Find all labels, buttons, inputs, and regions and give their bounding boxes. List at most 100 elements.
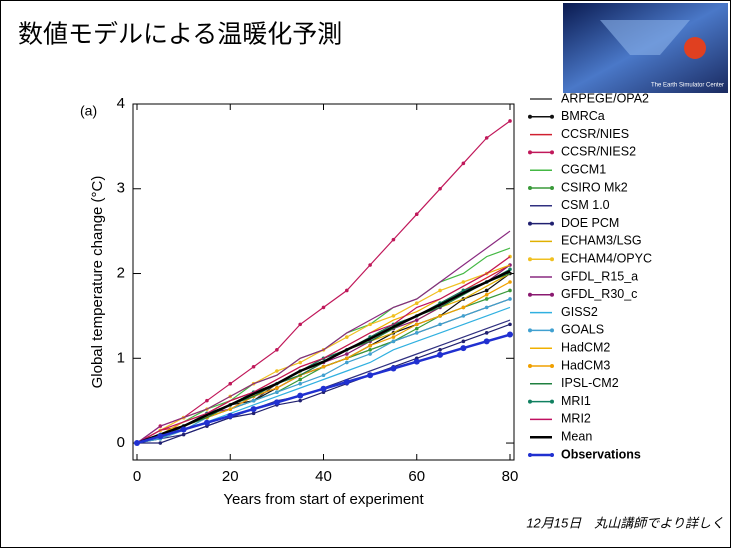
series-marker <box>345 356 349 360</box>
series-marker <box>367 372 373 378</box>
legend-label: DOE PCM <box>561 216 619 230</box>
x-tick-label: 20 <box>222 468 239 485</box>
series-marker <box>321 386 327 392</box>
series-marker <box>415 331 419 335</box>
series-marker <box>415 301 419 305</box>
series-marker <box>462 280 466 284</box>
series-marker <box>297 393 303 399</box>
legend-label: CGCM1 <box>561 162 606 176</box>
series-marker <box>462 314 466 318</box>
series-marker <box>345 352 349 356</box>
footnote: 12月15日 丸山講師でより詳しく <box>526 515 724 530</box>
legend-marker <box>550 186 554 190</box>
series-marker <box>507 332 513 338</box>
legend-label: ECHAM3/LSG <box>561 234 642 248</box>
legend-label: GFDL_R15_a <box>561 269 638 283</box>
slide: 数値モデルによる温暖化予測 The Earth Simulator Center… <box>0 0 731 548</box>
series-marker <box>415 318 419 322</box>
series-marker <box>392 238 396 242</box>
legend-label: Observations <box>561 447 641 461</box>
series-marker <box>251 406 257 412</box>
legend-marker <box>528 453 532 457</box>
legend-label: Mean <box>561 429 592 443</box>
series-marker <box>134 440 140 446</box>
x-tick-label: 40 <box>315 468 332 485</box>
series-marker <box>484 338 490 344</box>
series-marker <box>252 365 256 369</box>
series-marker <box>275 369 279 373</box>
legend-marker <box>528 115 532 119</box>
series-marker <box>508 323 512 327</box>
series-marker <box>182 433 186 437</box>
legend-label: IPSL-CM2 <box>561 376 619 390</box>
y-tick-label: 3 <box>117 180 125 197</box>
legend-label: GISS2 <box>561 305 598 319</box>
series-marker <box>228 382 232 386</box>
series-marker <box>415 327 419 331</box>
series-marker <box>298 323 302 327</box>
series-marker <box>462 340 466 344</box>
legend-marker <box>550 115 554 119</box>
series-marker <box>322 373 326 377</box>
series-marker <box>157 433 163 439</box>
series-marker <box>298 399 302 403</box>
series-marker <box>390 365 396 371</box>
series-marker <box>345 361 349 365</box>
legend-marker <box>550 257 554 261</box>
legend-label: ARPEGE/OPA2 <box>561 91 649 105</box>
legend-label: CCSR/NIES2 <box>561 145 636 159</box>
legend-label: HadCM3 <box>561 358 610 372</box>
series-marker <box>298 382 302 386</box>
series-marker <box>437 352 443 358</box>
panel-label: (a) <box>80 103 97 119</box>
x-tick-label: 60 <box>408 468 425 485</box>
legend-marker <box>528 150 532 154</box>
legend-marker <box>528 328 532 332</box>
series-marker <box>485 289 489 293</box>
series-marker <box>345 289 349 293</box>
legend-marker <box>528 364 532 368</box>
legend-marker <box>550 293 554 297</box>
series-marker <box>438 314 442 318</box>
series-marker <box>181 426 187 432</box>
series-marker <box>508 289 512 293</box>
legend-marker <box>550 328 554 332</box>
series-marker <box>252 399 256 403</box>
y-tick-label: 1 <box>117 349 125 366</box>
series-marker <box>204 420 210 426</box>
legend-marker <box>550 400 554 404</box>
series-marker <box>462 162 466 166</box>
series-marker <box>298 378 302 382</box>
series-marker <box>322 306 326 310</box>
series-marker <box>392 335 396 339</box>
series-marker <box>275 348 279 352</box>
series-marker <box>159 441 163 445</box>
series-marker <box>368 348 372 352</box>
legend-label: GOALS <box>561 323 604 337</box>
series-marker <box>438 348 442 352</box>
slide-title: 数値モデルによる温暖化予測 <box>18 21 342 49</box>
series-marker <box>368 323 372 327</box>
x-axis-label: Years from start of experiment <box>223 491 424 508</box>
legend-label: BMRCa <box>561 109 605 123</box>
series-marker <box>415 323 419 327</box>
photo: The Earth Simulator Center <box>563 3 728 93</box>
series-marker <box>368 352 372 356</box>
series-marker <box>344 379 350 385</box>
series-marker <box>368 344 372 348</box>
legend-label: MRI1 <box>561 394 591 408</box>
series-marker <box>392 340 396 344</box>
series-marker <box>485 297 489 301</box>
legend-label: GFDL_R30_c <box>561 287 637 301</box>
legend-marker <box>528 293 532 297</box>
series-marker <box>485 306 489 310</box>
series-marker <box>485 331 489 335</box>
series-marker <box>275 390 279 394</box>
photo-caption: The Earth Simulator Center <box>651 83 724 89</box>
series-marker <box>275 386 279 390</box>
series-marker <box>460 345 466 351</box>
y-tick-label: 2 <box>117 264 125 281</box>
series-marker <box>392 314 396 318</box>
legend-marker <box>528 400 532 404</box>
legend-label: HadCM2 <box>561 340 610 354</box>
